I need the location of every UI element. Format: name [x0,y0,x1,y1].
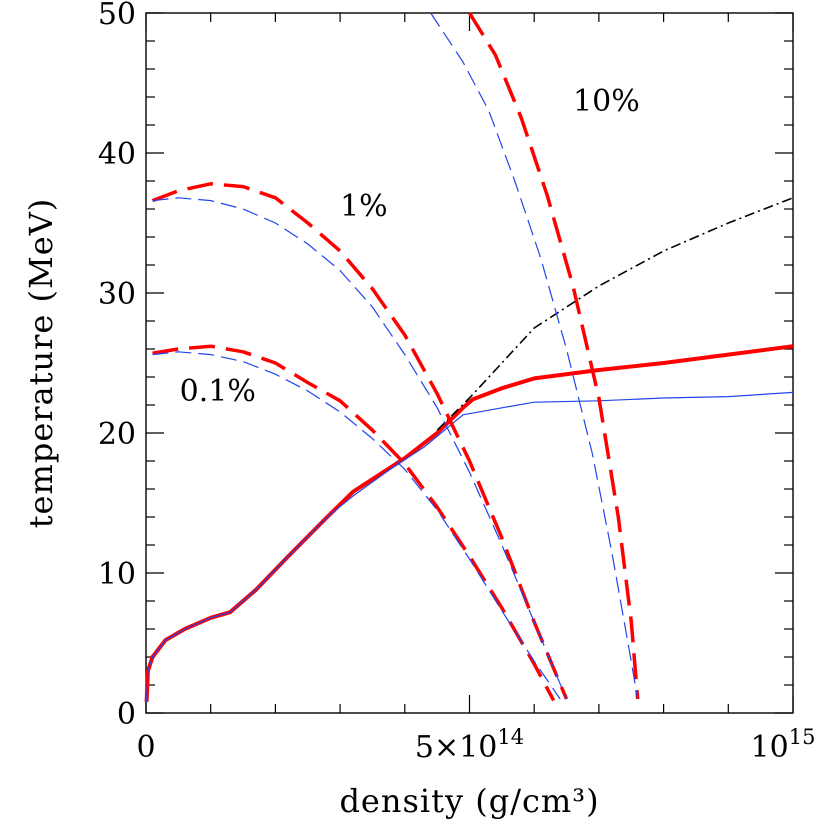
x-tick-label: 5×1014 [415,725,524,765]
y-tick-label: 10 [98,557,136,592]
series-blue-solid [146,391,794,702]
plot-frame [145,12,794,714]
y-tick-label: 30 [98,277,136,312]
y-tick-label: 40 [98,137,136,172]
series-layer [144,12,794,702]
x-tick-label-origin: 0 [136,730,155,765]
annotations: 10% 1% 0.1% [180,84,640,409]
series-blue-dashed-1% [152,197,568,700]
series-red-dashed-10% [468,12,640,700]
y-axis-title: temperature (MeV) [22,198,60,529]
x-axis-title: density (g/cm³) [339,782,599,820]
axis-labels: 0 10 20 30 40 50 0 5×1014 1015 [98,0,816,765]
series-black-dashdot [436,197,794,431]
y-tick-label: 50 [98,0,136,32]
series-red-dashed-0.1% [152,344,556,702]
annotation-label: 0.1% [180,374,256,409]
annotation-label: 10% [573,84,640,119]
x-tick-label: 1015 [751,725,816,765]
y-tick-label: 20 [98,417,136,452]
y-tick-label: 0 [117,697,136,732]
series-blue-dashed-0.1% [152,351,561,700]
series-red-dashed-1% [151,182,569,700]
axis-ticks [145,12,794,714]
annotation-label: 1% [340,189,388,224]
